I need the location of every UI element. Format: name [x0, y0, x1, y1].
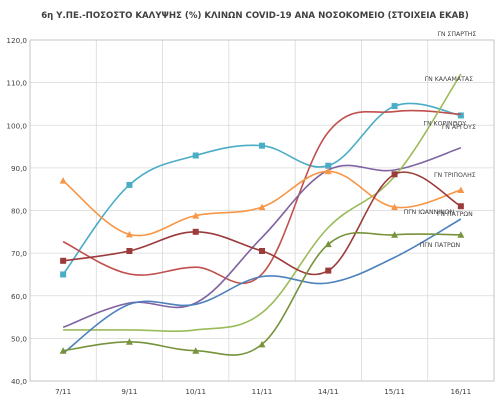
series-3-label: ΓΝ ΑΡΓΟΥΣ [442, 124, 476, 131]
series-6-label: ΓΝ ΠΑΤΡΩΝ [437, 211, 473, 218]
series-1-point [259, 142, 265, 149]
x-tick-label: 10/11 [185, 387, 206, 396]
y-tick-label: 100,0 [6, 121, 27, 130]
series-8-point [457, 231, 465, 238]
x-tick-label: 14/11 [318, 387, 339, 396]
series-6-point [325, 267, 332, 274]
series-2-line [62, 109, 461, 285]
series-1-point [126, 181, 133, 188]
series-labels: ΓΝ ΚΟΡΙΝΘΟΥ ΓΝ ΚΑΛΑΜΑΤΑΣ ΓΝ ΑΡΓΟΥΣ ΓΝ ΣΠΑΡΤ… [404, 31, 477, 249]
series-8-point [59, 347, 67, 354]
y-tick-label: 50,0 [11, 334, 27, 343]
series-6-point [126, 247, 133, 254]
series-7-label: ΠΓΝ ΙΩΑΝΝΙΝΩΝ [404, 209, 455, 216]
series-6-point [457, 203, 464, 210]
series-8-point [391, 231, 399, 238]
series-2-label: ΓΝ ΚΑΛΑΜΑΤΑΣ [425, 76, 473, 83]
series-5-point [324, 167, 332, 175]
y-tick-label: 90,0 [11, 164, 27, 173]
series-5-point [258, 203, 266, 211]
series-1-point [192, 152, 199, 159]
y-tick-label: 60,0 [11, 292, 27, 301]
series-3-line [62, 147, 462, 329]
series-5-point [391, 203, 399, 211]
series-lines [59, 73, 465, 356]
series-5-point [192, 212, 200, 219]
series-8-point [192, 347, 200, 354]
series-1-point [391, 103, 398, 110]
x-tick-label: 7/11 [55, 387, 71, 396]
x-tick-label: 9/11 [121, 387, 137, 396]
series-5-point [125, 230, 133, 238]
x-tick-label: 15/11 [384, 387, 405, 396]
series-1-point [60, 271, 67, 278]
series-6-point [391, 171, 398, 178]
x-tick-label: 16/11 [450, 387, 471, 396]
y-tick-label: 110,0 [6, 79, 27, 88]
series-5-label: ΓΝ ΤΡΙΠΟΛΗΣ [434, 172, 476, 179]
y-tick-label: 80,0 [11, 207, 27, 216]
series-8-point [324, 240, 332, 248]
series-1-point [325, 162, 332, 169]
series-6-point [192, 228, 199, 235]
series-5-point [457, 186, 465, 194]
chart-title: 6η Υ.ΠΕ.-ΠΟΣΟΣΤΟ ΚΑΛΥΨΗΣ (%) ΚΛΙΝΩΝ COVI… [41, 11, 469, 21]
series-4-label: ΓΝ ΣΠΑΡΤΗΣ [437, 31, 476, 38]
series-1-label: ΓΝ ΚΟΡΙΝΘΟΥ [424, 120, 467, 127]
series-4-line [63, 73, 462, 333]
axes: 40,0 50,0 60,0 70,0 80,0 90,0 100,0 110,0 120,0 7… [6, 36, 495, 396]
y-tick-label: 120,0 [6, 36, 27, 45]
y-tick-label: 40,0 [11, 377, 27, 386]
series-8-point [258, 340, 266, 348]
series-1-point [457, 112, 464, 119]
plot-area-border [29, 39, 495, 382]
series-5-point [59, 177, 67, 184]
series-8-label: ΠΓΝ ΠΑΤΡΩΝ [420, 242, 461, 249]
y-tick-label: 70,0 [11, 249, 27, 258]
series-6-point [259, 247, 265, 254]
x-tick-label: 11/11 [252, 387, 273, 396]
series-7-line [62, 218, 462, 354]
series-6-point [60, 257, 67, 264]
series-8-point [125, 338, 133, 345]
